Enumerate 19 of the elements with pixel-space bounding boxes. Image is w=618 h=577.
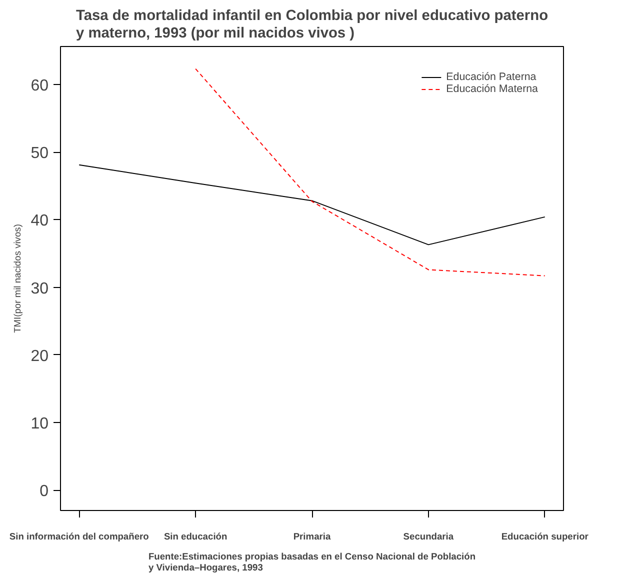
y-tick-label: 60 <box>30 77 49 94</box>
legend-label: Educación Paterna <box>446 71 536 83</box>
y-tick-label: 10 <box>30 416 49 433</box>
x-tick-label: Educación superior <box>501 532 589 542</box>
y-tick-label: 30 <box>30 280 49 298</box>
x-tick-label: Sin información del compañero <box>9 532 150 542</box>
x-tick-label: Sin educación <box>164 532 228 542</box>
y-tick-label: 40 <box>30 212 49 230</box>
x-tick-label: Primaria <box>293 532 332 542</box>
line-series <box>78 164 546 246</box>
y-tick-label: 20 <box>30 348 49 365</box>
legend-label: Educación Materna <box>446 83 538 95</box>
chart-title: Tasa de mortalidad infantil en Colombia por nivel educativo paterno y materno, 1993 (por mil nacidos vivos ) <box>76 8 548 42</box>
y-tick-label: 0 <box>40 483 49 500</box>
x-tick-label: Secundaria <box>403 532 454 542</box>
line-series <box>195 68 546 276</box>
source-note: Fuente:Estimaciones propias basadas en el Censo Nacional de Población y Vivienda–Hogares, 1993 <box>148 552 476 572</box>
y-axis-title: TMI(por mil nacidos vivos) <box>12 224 23 333</box>
y-tick-label: 50 <box>30 145 49 162</box>
